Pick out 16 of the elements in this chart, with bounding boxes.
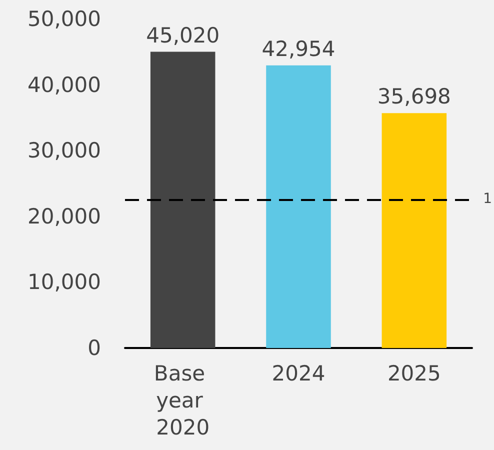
x-tick-label: Base year 2020 [154,362,212,440]
y-tick-label: 30,000 [28,138,101,163]
data-label: 42,954 [262,36,336,61]
text: 1 [483,190,492,207]
bar [266,65,331,348]
y-tick-label: 10,000 [28,270,101,294]
data-label: 35,698 [377,84,451,109]
x-tick-label: 2025 [387,362,441,386]
y-tick-label: 50,000 [28,7,101,31]
bar [150,52,216,348]
y-tick-label: 20,000 [28,204,101,228]
y-tick-label: 40,000 [28,72,101,97]
y-tick-label: 0 [88,336,101,360]
bar [382,113,447,348]
x-tick-label: 2024 [272,362,326,386]
data-label: 45,020 [146,23,220,48]
